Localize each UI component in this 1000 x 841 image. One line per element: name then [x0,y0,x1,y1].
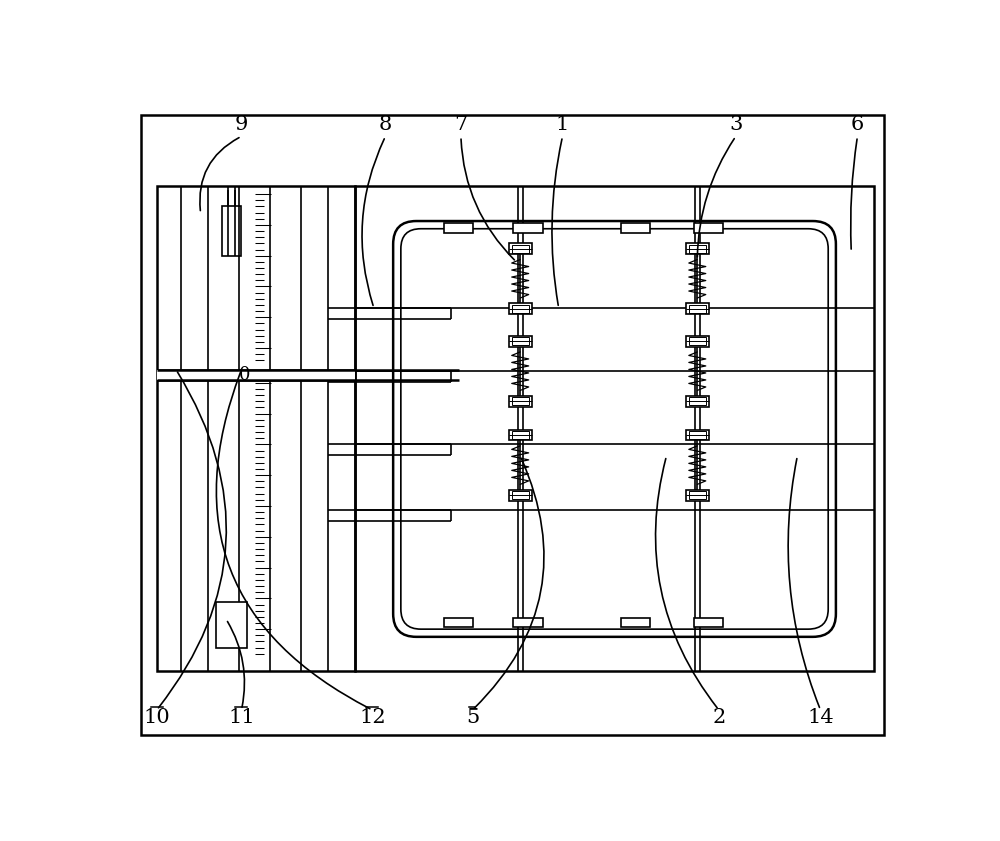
Bar [689,305,706,313]
Bar [689,337,706,345]
Bar [694,224,723,233]
Text: 1: 1 [556,115,569,134]
Bar [694,617,723,627]
Text: 12: 12 [359,707,386,727]
Bar [509,489,532,500]
Bar [689,397,706,405]
Text: 3: 3 [729,115,742,134]
Bar [216,602,247,648]
Text: 10: 10 [143,707,170,727]
Bar [621,224,650,233]
Bar [509,430,532,441]
Bar [621,617,650,627]
Bar [686,304,709,315]
Bar [509,396,532,406]
Bar [512,245,529,252]
Text: 0: 0 [238,366,250,384]
Bar [222,206,241,256]
Text: 5: 5 [466,707,479,727]
Text: 14: 14 [807,707,834,727]
Bar [509,304,532,315]
Bar [686,430,709,441]
Bar [689,245,706,252]
Text: 2: 2 [712,707,725,727]
Bar [509,336,532,346]
Text: 6: 6 [851,115,864,134]
Bar [513,617,543,627]
Bar [689,491,706,499]
Bar [686,489,709,500]
Bar [355,187,874,671]
Bar [512,431,529,439]
Bar [512,305,529,313]
Bar [686,336,709,346]
Bar [686,396,709,406]
Bar [444,224,473,233]
Bar [512,397,529,405]
Bar [444,617,473,627]
Bar [512,337,529,345]
Bar [689,431,706,439]
Bar [512,491,529,499]
Bar [157,370,355,380]
Text: 11: 11 [228,707,255,727]
Bar [686,243,709,254]
Bar [157,187,355,671]
Bar [513,224,543,233]
Text: 8: 8 [379,115,392,134]
Text: 9: 9 [235,115,248,134]
Bar [509,243,532,254]
Text: 7: 7 [454,115,468,134]
